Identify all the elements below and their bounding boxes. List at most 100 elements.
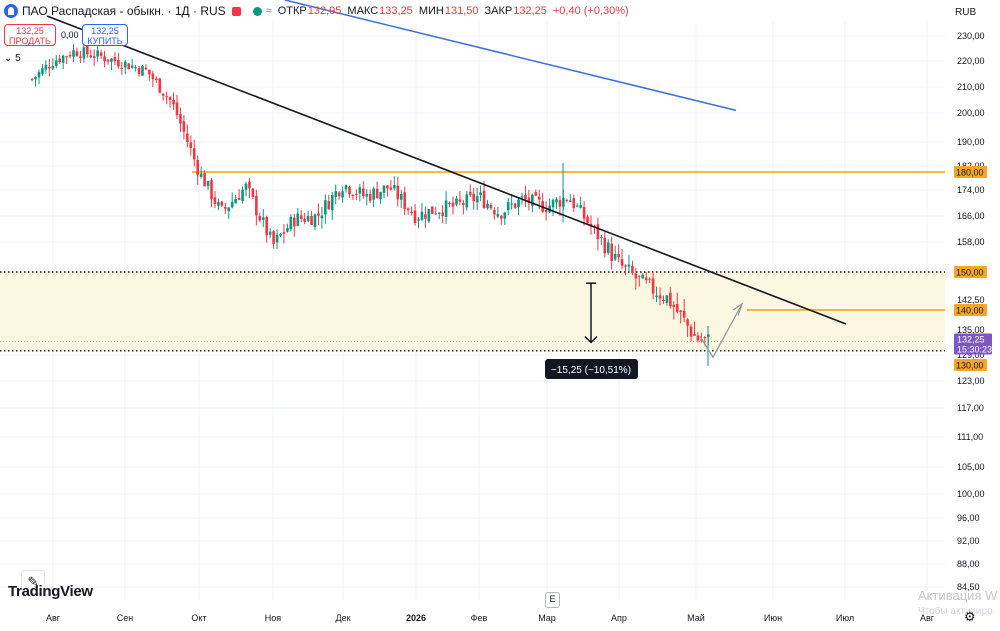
- drawing-tool-button[interactable]: ✎: [21, 570, 45, 594]
- candle-body: [417, 219, 420, 221]
- candle-body: [679, 310, 682, 313]
- x-tick-label: 2026: [406, 613, 426, 623]
- y-tick-label: 220,00: [957, 56, 985, 66]
- x-tick-label: Апр: [611, 613, 627, 623]
- candle-body: [472, 193, 475, 202]
- candle-body: [230, 201, 234, 208]
- candle-body: [696, 335, 700, 341]
- close-value: 132,25: [513, 5, 547, 17]
- candle-body: [72, 50, 75, 57]
- candle-body: [130, 65, 134, 68]
- forecast-arrowhead: [732, 302, 744, 316]
- earnings-event-badge[interactable]: E: [545, 592, 560, 608]
- candle-body: [655, 295, 658, 297]
- candle-body: [161, 93, 165, 96]
- candle-body: [475, 196, 479, 203]
- candle-body: [79, 56, 82, 58]
- candle-body: [358, 187, 362, 194]
- y-tick-label: 105,00: [957, 462, 985, 472]
- buy-button[interactable]: 132,25 КУПИТЬ: [82, 24, 128, 46]
- y-tick-label: 166,00: [957, 211, 985, 221]
- equals-icon[interactable]: ≈: [265, 5, 272, 17]
- candle-body: [444, 200, 448, 217]
- candle-body: [299, 215, 303, 219]
- candle-body: [289, 216, 293, 230]
- x-tick-label: Сен: [117, 613, 134, 623]
- currency-label[interactable]: RUB: [955, 7, 977, 18]
- candle-body: [600, 236, 603, 238]
- candle-body: [210, 180, 213, 200]
- candle-body: [186, 133, 189, 142]
- candle-body: [258, 216, 262, 221]
- indicators-toggle[interactable]: ⌄ 5: [4, 53, 21, 64]
- candle-body: [586, 216, 589, 224]
- candle-body: [672, 304, 676, 308]
- chevron-down-icon: ⌄: [4, 53, 13, 64]
- low-label: МИН: [418, 5, 444, 17]
- candle-body: [572, 198, 576, 208]
- x-tick-label: Фев: [471, 613, 488, 623]
- candle-body: [634, 273, 638, 279]
- candle-body: [310, 215, 313, 225]
- candle-body: [296, 213, 300, 226]
- candle-body: [113, 57, 117, 62]
- level-tag-text: 180,00: [956, 168, 984, 178]
- buy-price: 132,25: [91, 26, 119, 36]
- candle-body: [648, 278, 651, 280]
- last-price-timer: 15:30:23: [957, 344, 992, 354]
- candle-body: [68, 55, 72, 57]
- x-tick-label: Июл: [836, 613, 854, 623]
- candle-body: [430, 206, 434, 214]
- candle-body: [644, 277, 648, 281]
- high-label: МАКС: [347, 5, 379, 17]
- candle-body: [337, 192, 341, 197]
- candle-body: [89, 55, 93, 58]
- candle-body: [617, 253, 620, 258]
- candle-body: [482, 190, 486, 208]
- candle-body: [517, 199, 520, 208]
- visibility-dot-icon[interactable]: [252, 6, 262, 16]
- open-label: ОТКР: [277, 5, 307, 17]
- candle-body: [261, 217, 265, 220]
- sell-button[interactable]: 132,25 ПРОДАТЬ: [4, 24, 56, 46]
- candle-body: [403, 192, 406, 210]
- activation-watermark: Активация W: [918, 588, 998, 603]
- tradingview-brand[interactable]: TradingView: [8, 583, 93, 600]
- y-tick-label: 142,50: [957, 295, 985, 305]
- candle-body: [244, 183, 248, 190]
- candle-body: [386, 185, 389, 189]
- y-tick-label: 117,00: [957, 403, 984, 413]
- candle-body: [351, 195, 355, 197]
- candle-body: [303, 218, 306, 222]
- candle-body: [420, 211, 424, 220]
- settings-gear-icon[interactable]: ⚙: [964, 609, 976, 624]
- candle-body: [631, 266, 634, 274]
- symbol-title[interactable]: ПАО Распадская - обыкн. · 1Д · RUS: [22, 4, 226, 18]
- y-tick-label: 123,00: [957, 376, 985, 386]
- candle-body: [248, 181, 251, 189]
- candle-body: [693, 334, 696, 336]
- candle-body: [223, 206, 227, 209]
- candle-body: [465, 194, 469, 208]
- candle-body: [675, 303, 679, 312]
- candle-body: [524, 195, 527, 200]
- buy-label: КУПИТЬ: [87, 36, 123, 46]
- candle-body: [365, 193, 369, 197]
- candle-body: [154, 78, 158, 81]
- candle-body: [41, 68, 44, 74]
- activation-watermark-sub: Чтобы активиро: [918, 606, 993, 617]
- candle-body: [144, 67, 148, 70]
- y-tick-label: 96,00: [957, 513, 980, 523]
- spread-value: 0,00: [61, 30, 79, 40]
- open-value: 132,95: [307, 5, 342, 17]
- candle-body: [30, 78, 34, 80]
- candle-body: [106, 59, 110, 62]
- candle-body: [75, 51, 79, 57]
- candle-body: [324, 200, 327, 215]
- candle-body: [58, 58, 61, 63]
- candle-body: [292, 217, 296, 227]
- level-tag-text: 140,00: [956, 306, 984, 316]
- candle-body: [537, 196, 541, 200]
